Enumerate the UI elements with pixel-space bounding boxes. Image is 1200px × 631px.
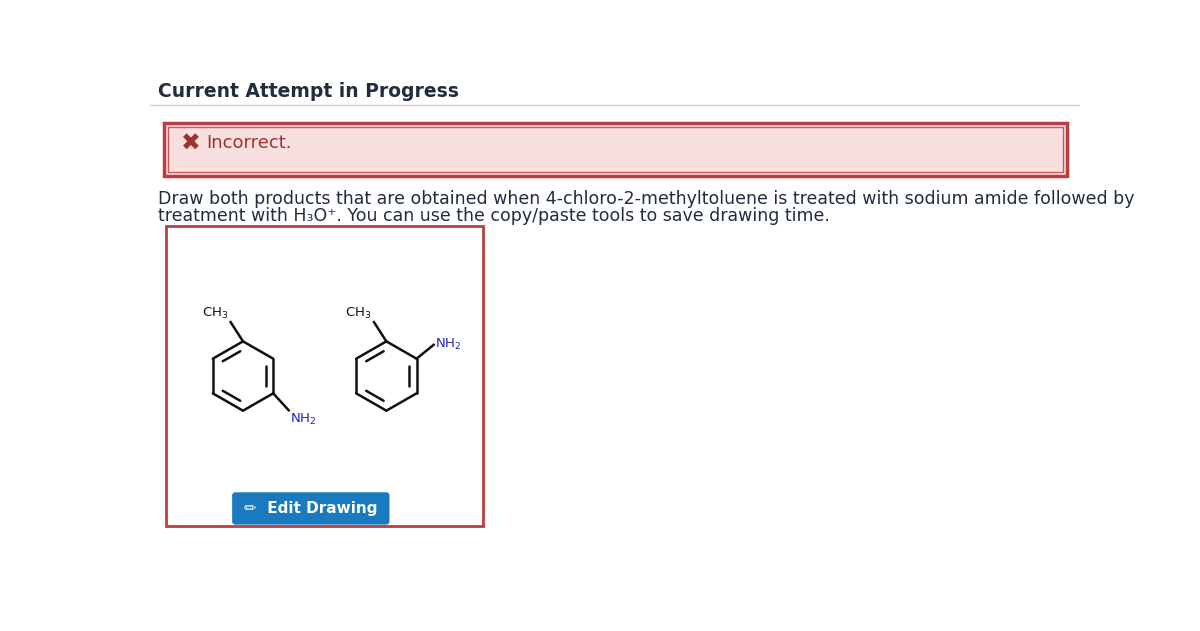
FancyBboxPatch shape xyxy=(164,124,1067,176)
Text: CH$_3$: CH$_3$ xyxy=(346,305,372,321)
Text: NH$_2$: NH$_2$ xyxy=(436,338,462,352)
Text: Incorrect.: Incorrect. xyxy=(206,134,292,153)
FancyBboxPatch shape xyxy=(232,492,390,524)
Text: Current Attempt in Progress: Current Attempt in Progress xyxy=(157,82,458,101)
Text: CH$_3$: CH$_3$ xyxy=(202,305,228,321)
Text: ✏  Edit Drawing: ✏ Edit Drawing xyxy=(244,501,378,516)
Text: ✖: ✖ xyxy=(181,131,200,155)
Text: treatment with H₃O⁺. You can use the copy/paste tools to save drawing time.: treatment with H₃O⁺. You can use the cop… xyxy=(157,206,829,225)
Text: Draw both products that are obtained when 4-chloro-2-methyltoluene is treated wi: Draw both products that are obtained whe… xyxy=(157,190,1134,208)
FancyBboxPatch shape xyxy=(166,226,484,526)
Text: NH$_2$: NH$_2$ xyxy=(290,412,317,427)
